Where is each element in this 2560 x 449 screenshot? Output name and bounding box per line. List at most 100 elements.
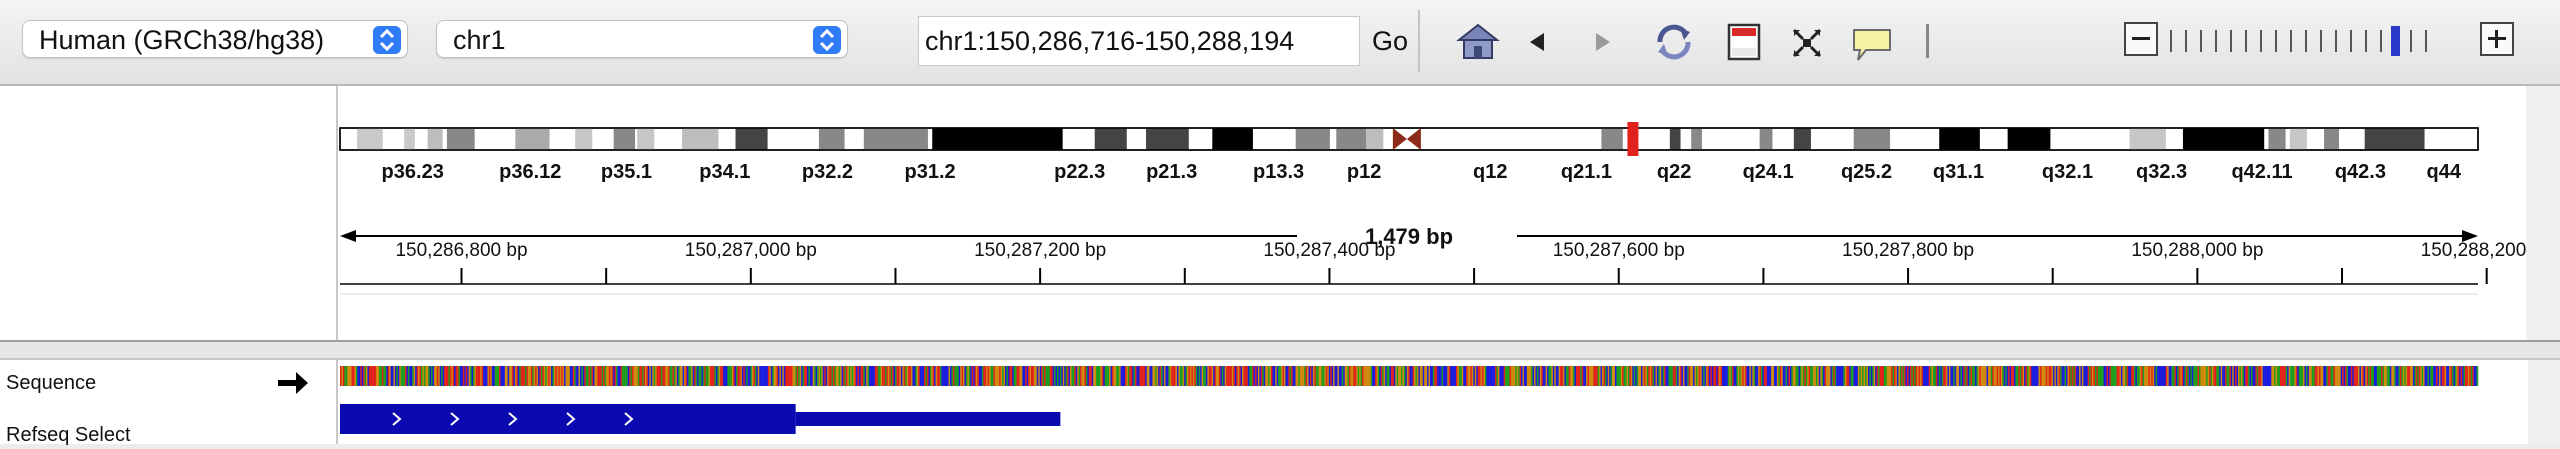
refseq-track-label[interactable]: Refseq Select	[6, 424, 131, 446]
base	[970, 366, 973, 386]
base	[1600, 366, 1603, 386]
base	[938, 366, 941, 386]
base	[1768, 366, 1770, 386]
base	[594, 366, 597, 386]
zoom-tick	[2410, 30, 2412, 52]
base	[1750, 366, 1753, 386]
base	[1785, 366, 1788, 386]
base	[1721, 366, 1724, 386]
base	[1969, 366, 1971, 386]
base	[1593, 366, 1596, 386]
base	[1162, 366, 1165, 386]
base	[994, 366, 997, 386]
base	[1182, 366, 1185, 386]
base	[2240, 366, 2243, 386]
base	[786, 366, 789, 386]
zoom-in-button[interactable]	[2480, 22, 2514, 56]
base	[1888, 366, 1890, 386]
base	[1730, 366, 1733, 386]
genome-dropdown[interactable]: Human (GRCh38/hg38)	[22, 20, 408, 58]
base	[1950, 366, 1953, 386]
base	[2057, 366, 2060, 386]
base	[2295, 366, 2298, 386]
base	[433, 366, 436, 386]
strand-arrow-icon[interactable]	[276, 368, 310, 403]
base	[2391, 366, 2394, 386]
base	[620, 366, 623, 386]
fit-to-window-icon[interactable]	[1790, 26, 1824, 65]
panel-divider[interactable]	[0, 340, 2560, 360]
base	[924, 366, 926, 386]
base	[1191, 366, 1194, 386]
locus-input[interactable]: chr1:150,286,716-150,288,194	[918, 16, 1360, 66]
vertical-scrollbar[interactable]	[2526, 86, 2560, 444]
base	[533, 366, 536, 386]
base	[2372, 366, 2375, 386]
base	[1269, 366, 1272, 386]
base	[1578, 366, 1581, 386]
base	[607, 366, 610, 386]
base	[827, 366, 829, 386]
base	[1386, 366, 1389, 386]
base	[1367, 366, 1370, 386]
base	[377, 366, 380, 386]
chromosome-dropdown[interactable]: chr1	[436, 20, 848, 58]
base	[1911, 366, 1914, 386]
go-button[interactable]: Go	[1371, 26, 1409, 56]
tracks-area[interactable]	[338, 360, 2528, 444]
base	[1463, 366, 1465, 386]
base	[750, 366, 753, 386]
base	[1522, 366, 1525, 386]
back-icon[interactable]	[1526, 30, 1550, 59]
base	[1006, 366, 1009, 386]
base	[2271, 366, 2274, 386]
base	[1895, 366, 1898, 386]
base	[2162, 366, 2165, 386]
base	[765, 366, 767, 386]
base	[1461, 366, 1464, 386]
base	[1531, 366, 1533, 386]
sequence-track-label[interactable]: Sequence	[6, 372, 97, 394]
home-icon[interactable]	[1456, 22, 1500, 67]
base	[1921, 366, 1924, 386]
popup-info-icon[interactable]	[1850, 24, 1894, 69]
base	[697, 366, 699, 386]
refresh-icon[interactable]	[1650, 20, 1698, 69]
base	[2297, 366, 2300, 386]
base	[1216, 366, 1218, 386]
zoom-out-button[interactable]	[2124, 22, 2158, 56]
base	[2012, 366, 2015, 386]
base	[2451, 366, 2454, 386]
zoom-slider[interactable]	[2160, 22, 2460, 60]
base	[538, 366, 540, 386]
base	[1628, 366, 1630, 386]
region-of-interest-icon[interactable]	[1726, 22, 1762, 67]
base	[890, 366, 893, 386]
base	[1532, 366, 1535, 386]
base	[2194, 366, 2197, 386]
base	[1698, 366, 1701, 386]
base	[1872, 366, 1875, 386]
base	[1109, 366, 1111, 386]
base	[2287, 366, 2289, 386]
base	[600, 366, 602, 386]
base	[1375, 366, 1377, 386]
base	[1178, 366, 1181, 386]
base	[2080, 366, 2083, 386]
forward-icon[interactable]	[1590, 30, 1614, 59]
base	[1677, 366, 1679, 386]
ideogram-and-ruler[interactable]: p36.23 p36.12 p35.1 p34.1 p32.2 p31.2 p22.3 p21…	[338, 86, 2553, 340]
base	[2288, 366, 2291, 386]
base	[2178, 366, 2181, 386]
base	[1421, 366, 1424, 386]
base	[2172, 366, 2175, 386]
base	[1320, 366, 1322, 386]
zoom-current-level	[2391, 26, 2400, 56]
base	[1818, 366, 1821, 386]
base	[2389, 366, 2392, 386]
base	[1551, 366, 1554, 386]
base	[1382, 366, 1385, 386]
current-region-marker	[1627, 122, 1639, 156]
base	[523, 366, 526, 386]
base	[1412, 366, 1415, 386]
